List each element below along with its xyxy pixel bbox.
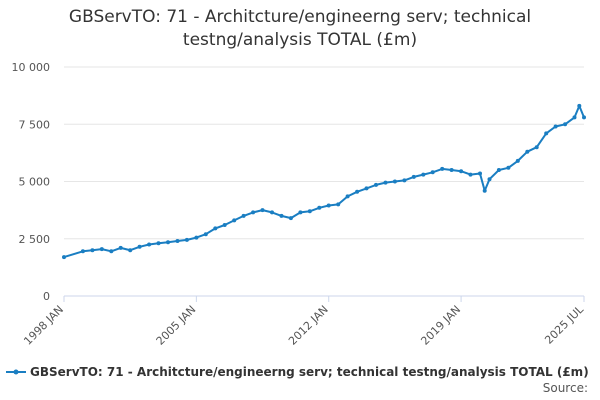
data-point[interactable] (411, 174, 416, 179)
data-point[interactable] (307, 209, 312, 214)
data-point[interactable] (364, 186, 369, 191)
data-point[interactable] (487, 177, 492, 182)
data-point[interactable] (482, 188, 487, 193)
x-tick-label: 2025 JUL (542, 302, 586, 346)
data-point[interactable] (582, 115, 586, 120)
data-point[interactable] (326, 203, 331, 208)
data-point[interactable] (383, 180, 388, 185)
y-axis-ticks: 0 2 500 5 000 7 500 10 000 (12, 61, 51, 303)
data-point[interactable] (147, 242, 152, 247)
data-point[interactable] (90, 248, 95, 253)
data-point[interactable] (506, 165, 511, 170)
data-point[interactable] (553, 124, 558, 129)
y-tick-label: 5 000 (19, 176, 51, 189)
data-point[interactable] (478, 171, 482, 176)
x-tick-label: 2019 JAN (418, 303, 463, 348)
data-point[interactable] (468, 172, 473, 177)
data-point[interactable] (298, 210, 303, 215)
data-point[interactable] (421, 172, 426, 177)
data-point[interactable] (118, 245, 123, 250)
data-point[interactable] (430, 170, 435, 175)
data-point[interactable] (374, 182, 378, 187)
data-point[interactable] (260, 208, 265, 213)
grid-lines (64, 66, 584, 240)
chart-title-line-2: testng/analysis TOTAL (£m) (182, 30, 418, 50)
data-point[interactable] (109, 249, 114, 254)
y-tick-label: 7 500 (19, 118, 51, 131)
data-point[interactable] (534, 145, 539, 150)
data-point[interactable] (459, 169, 464, 174)
data-point[interactable] (166, 240, 170, 245)
y-tick-label: 10 000 (12, 61, 51, 74)
legend[interactable]: GBServTO: 71 - Architcture/engineerng se… (6, 365, 589, 379)
data-point[interactable] (496, 168, 501, 172)
data-point[interactable] (99, 247, 104, 252)
data-point[interactable] (213, 226, 218, 231)
data-point[interactable] (515, 158, 520, 163)
data-point[interactable] (317, 205, 322, 210)
data-point[interactable] (563, 122, 568, 127)
data-point[interactable] (440, 166, 445, 171)
source-label: Source: (542, 381, 588, 395)
data-point[interactable] (80, 249, 85, 254)
data-point[interactable] (288, 216, 293, 221)
x-tick-label: 2012 JAN (286, 303, 331, 348)
data-point[interactable] (544, 131, 549, 136)
data-point[interactable] (402, 178, 407, 183)
data-point[interactable] (449, 168, 454, 172)
data-point[interactable] (355, 189, 360, 194)
data-point[interactable] (270, 210, 274, 215)
x-tick-label: 1998 JAN (21, 303, 66, 348)
y-tick-label: 2 500 (19, 233, 51, 246)
data-point[interactable] (62, 255, 66, 260)
data-point[interactable] (203, 232, 208, 237)
data-point[interactable] (251, 210, 256, 215)
data-point[interactable] (525, 149, 530, 154)
data-point[interactable] (222, 223, 227, 227)
data-point[interactable] (572, 115, 577, 120)
data-point[interactable] (577, 103, 582, 108)
data-point[interactable] (194, 235, 199, 240)
data-point[interactable] (232, 218, 237, 223)
legend-line-marker-icon (6, 369, 26, 375)
data-point[interactable] (156, 241, 161, 246)
x-tick-label: 2005 JAN (154, 303, 199, 348)
data-point[interactable] (137, 244, 142, 249)
series-group (62, 103, 586, 260)
data-point[interactable] (279, 213, 284, 218)
legend-label: GBServTO: 71 - Architcture/engineerng se… (30, 365, 589, 379)
y-tick-label: 0 (43, 290, 50, 303)
x-axis-ticks: 1998 JAN 2005 JAN 2012 JAN 2019 JAN 2025 JUL (21, 296, 587, 348)
data-point[interactable] (128, 248, 133, 253)
chart-title-line-1: GBServTO: 71 - Architcture/engineerng se… (68, 7, 532, 27)
chart-title: GBServTO: 71 - Architcture/engineerng se… (0, 6, 600, 52)
data-point[interactable] (175, 239, 180, 243)
data-point[interactable] (392, 179, 397, 184)
data-point[interactable] (241, 213, 246, 218)
data-point[interactable] (336, 202, 341, 207)
data-point[interactable] (345, 194, 350, 199)
data-point[interactable] (184, 237, 189, 242)
